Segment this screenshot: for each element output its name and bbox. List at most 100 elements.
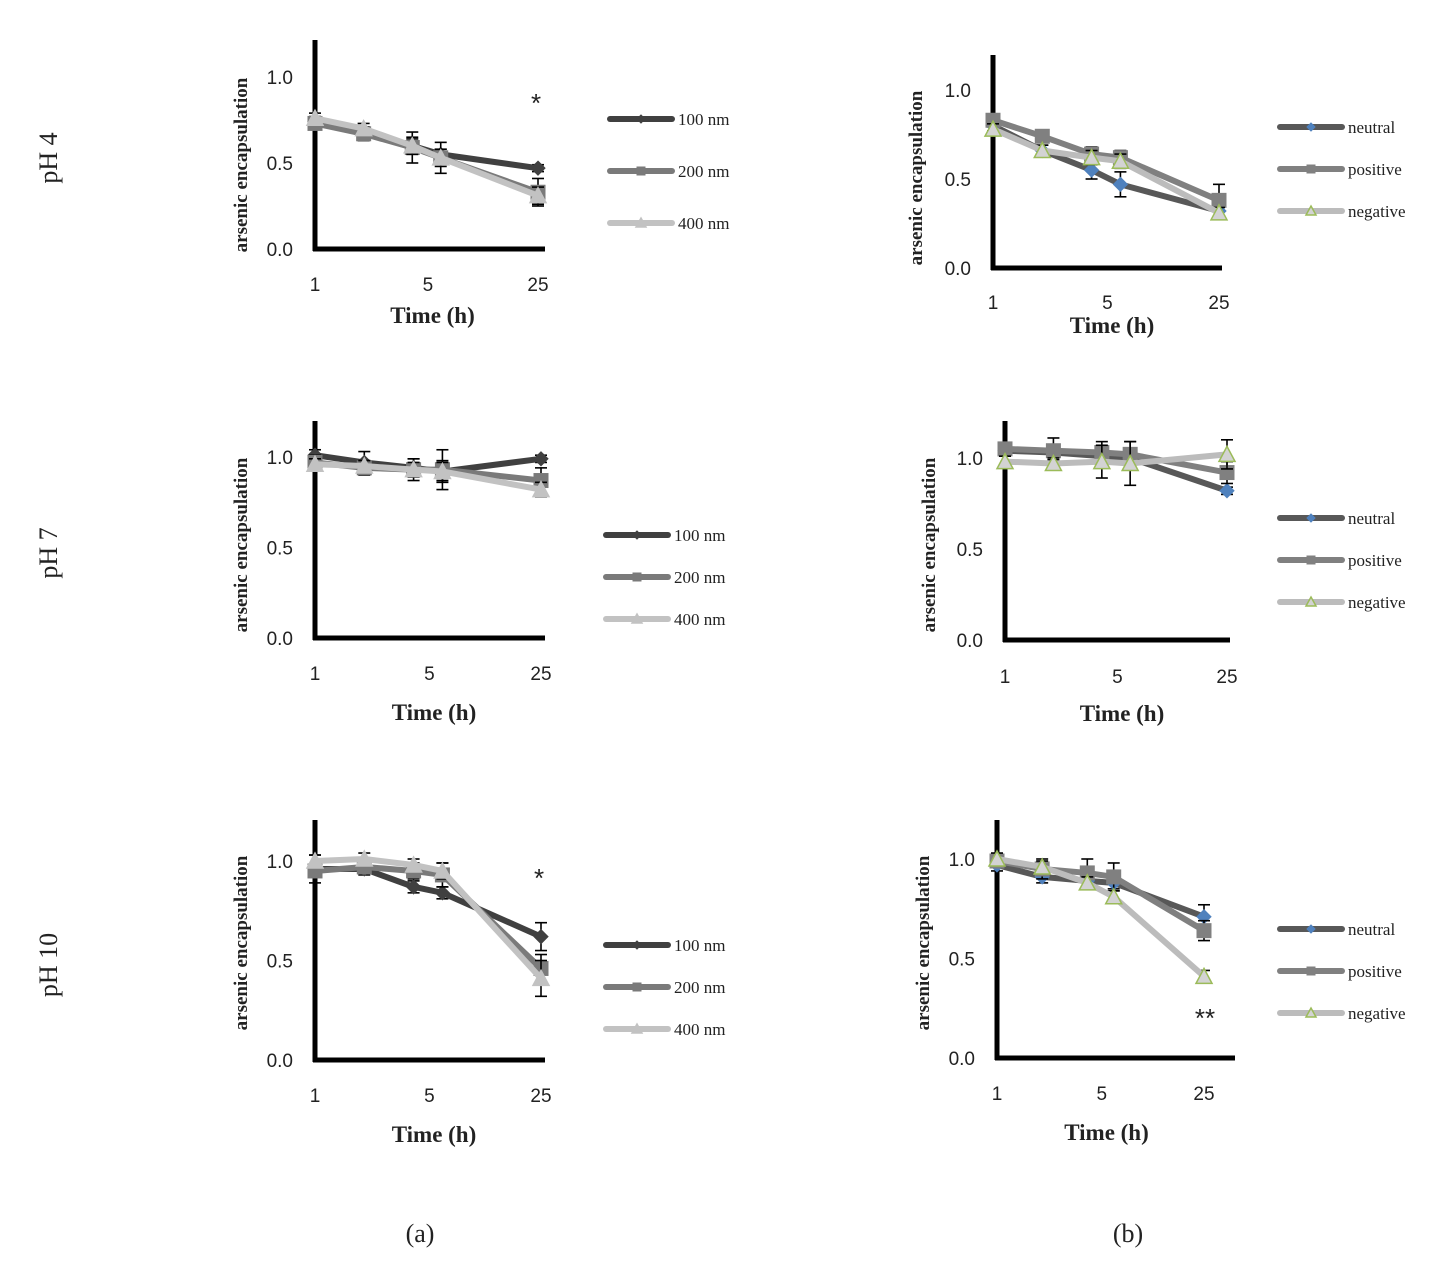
data-point [995, 452, 1015, 470]
x-axis-label: Time (h) [1080, 701, 1165, 726]
y-tick-label: 0.0 [267, 240, 293, 261]
series-positive [989, 853, 1212, 942]
data-point [1083, 162, 1100, 178]
data-point [405, 879, 422, 895]
legend-marker [1306, 164, 1316, 174]
significance-marker: * [531, 88, 541, 118]
data-point [433, 461, 452, 480]
legend-marker [636, 166, 646, 176]
x-tick-label: 25 [530, 664, 551, 685]
panel-label-b: (b) [1113, 1219, 1143, 1248]
legend-marker [1304, 204, 1318, 216]
legend-marker [632, 572, 642, 582]
x-tick-label: 5 [424, 664, 435, 685]
legend-marker [630, 1022, 644, 1034]
y-tick-label: 0.5 [267, 539, 293, 560]
x-axis-label: Time (h) [1064, 1120, 1149, 1145]
y-axis-label: arsenic encapsulation [231, 77, 252, 252]
legend-entry: 200 nm [678, 162, 729, 181]
legend-marker [1304, 595, 1318, 607]
legend-marker [1306, 924, 1316, 934]
data-point [404, 855, 423, 873]
legend-entry: 100 nm [674, 526, 725, 545]
legend-entry: negative [1348, 202, 1406, 221]
series-400-nm [305, 849, 551, 998]
y-tick-label: 0.5 [267, 952, 293, 973]
data-point [1082, 148, 1101, 166]
legend-marker [1306, 513, 1316, 523]
data-point [533, 928, 549, 945]
y-tick-label: 0.0 [949, 1049, 975, 1070]
y-tick-label: 0.0 [945, 259, 971, 280]
legend-entry: positive [1348, 962, 1402, 981]
legend-marker [1306, 966, 1316, 976]
y-tick-label: 0.5 [957, 540, 983, 561]
significance-marker: ** [1195, 1003, 1215, 1033]
chart-a-ph7: 0.0 0.5 1.0 1 5 25 arsenic encapsulation Time (… [231, 421, 725, 725]
series-400-nm [305, 108, 548, 206]
data-point [355, 849, 374, 867]
y-axis-label: arsenic encapsulation [231, 855, 252, 1030]
legend-entry: neutral [1348, 509, 1395, 528]
row-label-ph7: pH 7 [34, 527, 63, 578]
legend-entry: negative [1348, 593, 1406, 612]
data-point [1120, 453, 1140, 472]
legend-marker [632, 940, 642, 950]
data-point [531, 479, 551, 498]
data-point [431, 148, 450, 166]
row-label-ph10: pH 10 [34, 933, 63, 997]
y-axis-label: arsenic encapsulation [906, 90, 927, 265]
data-point [1078, 873, 1097, 891]
data-point [530, 160, 546, 176]
data-point [403, 136, 422, 154]
series-400-nm [305, 454, 551, 498]
data-point [305, 851, 325, 869]
x-tick-label: 25 [527, 275, 548, 296]
data-point [1209, 203, 1229, 221]
data-point [305, 108, 325, 127]
x-tick-label: 1 [310, 275, 321, 296]
data-point [1032, 857, 1052, 875]
legend-entry: neutral [1348, 118, 1395, 137]
x-axis-label: Time (h) [392, 700, 477, 725]
y-tick-label: 1.0 [267, 448, 293, 469]
y-tick-label: 0.5 [949, 950, 975, 971]
data-point [528, 186, 548, 204]
x-tick-label: 1 [1000, 667, 1011, 688]
data-point [404, 460, 423, 478]
data-point [1194, 966, 1214, 985]
x-tick-label: 25 [530, 1086, 551, 1107]
legend-marker [1306, 555, 1316, 565]
x-tick-label: 5 [1097, 1084, 1108, 1105]
y-tick-label: 0.0 [957, 631, 983, 652]
series-line [315, 865, 543, 940]
series-negative [995, 438, 1237, 487]
data-point [1217, 444, 1237, 463]
data-point [987, 849, 1007, 867]
data-point [983, 119, 1003, 137]
data-point [355, 456, 374, 474]
data-point [1219, 483, 1235, 499]
data-point [1112, 176, 1129, 193]
y-tick-label: 0.5 [267, 154, 293, 175]
data-point [354, 119, 373, 137]
x-axis-label: Time (h) [392, 1122, 477, 1147]
data-point [531, 968, 551, 987]
series-neutral [985, 117, 1227, 219]
chart-b-ph4: 0.0 0.5 1.0 1 5 25 arsenic encapsulation Time (… [906, 55, 1406, 338]
data-point [1044, 453, 1063, 472]
series-line [314, 863, 544, 971]
data-point [434, 885, 451, 901]
legend-marker [1304, 1006, 1318, 1018]
x-tick-label: 25 [1208, 293, 1229, 314]
x-tick-label: 5 [1102, 293, 1113, 314]
legend-marker [630, 612, 644, 624]
legend-entry: 400 nm [678, 214, 729, 233]
chart-b-ph10: 0.0 0.5 1.0 1 5 25 arsenic encapsulation Time (… [913, 820, 1406, 1145]
y-tick-label: 1.0 [949, 850, 975, 871]
x-tick-label: 25 [1216, 667, 1237, 688]
legend-entry: 200 nm [674, 568, 725, 587]
x-tick-label: 5 [423, 275, 434, 296]
data-point [1033, 140, 1052, 159]
data-point [1104, 887, 1123, 905]
